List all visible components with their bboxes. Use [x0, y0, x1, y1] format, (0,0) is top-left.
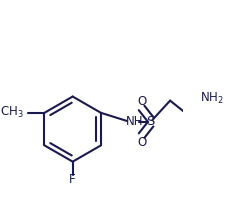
Text: NH$_2$: NH$_2$ — [199, 90, 223, 106]
Text: O: O — [136, 136, 146, 149]
Text: S: S — [146, 115, 154, 128]
Text: NH: NH — [125, 115, 142, 128]
Text: CH$_3$: CH$_3$ — [0, 105, 24, 120]
Text: F: F — [69, 173, 76, 186]
Text: O: O — [136, 95, 146, 108]
